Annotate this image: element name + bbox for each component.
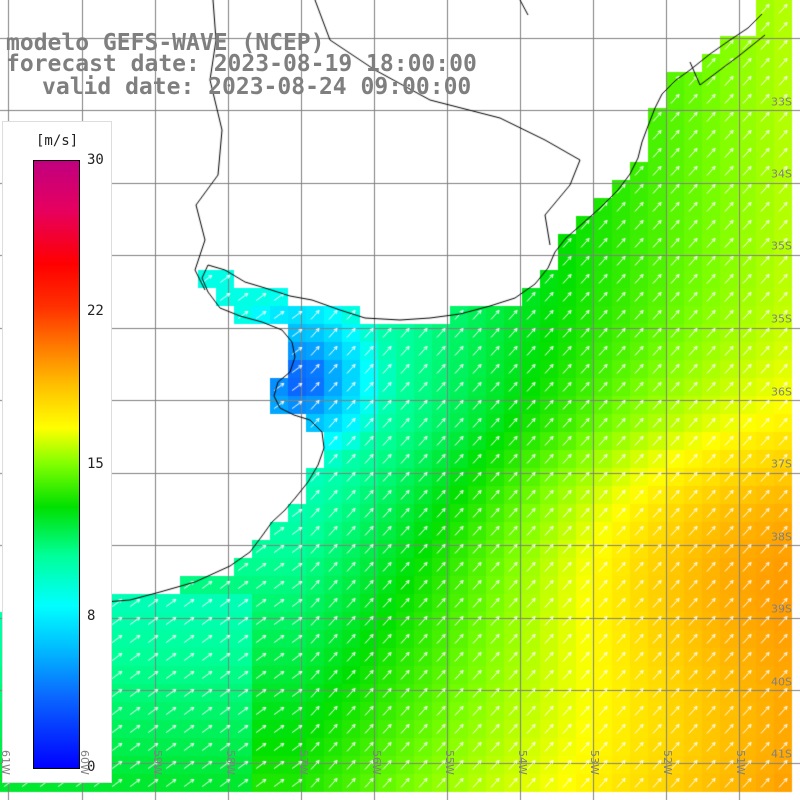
colorbar bbox=[33, 160, 80, 769]
lat-label-37s: 37S bbox=[771, 457, 792, 471]
lon-label-57w: 57W bbox=[297, 750, 310, 775]
colorbar-unit: [m/s] bbox=[36, 133, 79, 149]
lon-label-51w: 51W bbox=[734, 750, 747, 775]
valid-date: valid date: 2023-08-24 09:00:00 bbox=[42, 74, 472, 100]
lat-label-36s: 36S bbox=[771, 385, 792, 399]
lon-label-55w: 55W bbox=[443, 750, 456, 775]
forecast-date: forecast date: 2023-08-19 18:00:00 bbox=[6, 51, 477, 77]
lon-label-52w: 52W bbox=[661, 750, 674, 775]
lat-label-41s: 41S bbox=[771, 747, 792, 761]
model-title: modelo GEFS-WAVE (NCEP) bbox=[6, 30, 325, 56]
lat-label-39s: 39S bbox=[771, 602, 792, 616]
lat-label-34s: 34S bbox=[771, 167, 792, 181]
lat-label-35s: 35S bbox=[771, 239, 792, 253]
lon-label-59w: 59W bbox=[151, 750, 164, 775]
lon-label-61w: 61W bbox=[0, 750, 12, 775]
lat-label-35s-b: 35S bbox=[771, 312, 792, 326]
colorbar-tick-22: 22 bbox=[87, 303, 104, 319]
lat-label-38s: 38S bbox=[771, 530, 792, 544]
lat-label-40s: 40S bbox=[771, 675, 792, 689]
lon-label-54w: 54W bbox=[516, 750, 529, 775]
lon-label-58w: 58W bbox=[224, 750, 237, 775]
colorbar-tick-30: 30 bbox=[87, 152, 104, 168]
colorbar-tick-8: 8 bbox=[87, 608, 96, 624]
lon-label-56w: 56W bbox=[370, 750, 383, 775]
colorbar-tick-0: 0 bbox=[87, 759, 96, 775]
lon-label-53w: 53W bbox=[588, 750, 601, 775]
colorbar-tick-15: 15 bbox=[87, 456, 104, 472]
lat-label-33s: 33S bbox=[771, 95, 792, 109]
lon-label-60w: 60W bbox=[78, 750, 91, 775]
